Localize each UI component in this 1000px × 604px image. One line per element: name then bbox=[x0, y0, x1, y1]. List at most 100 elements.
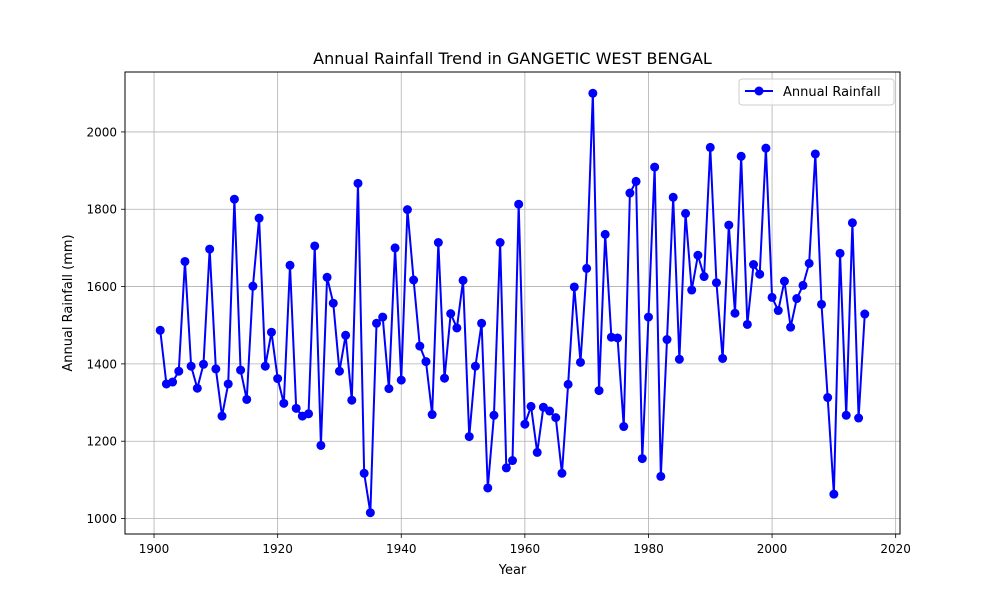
data-point bbox=[489, 410, 499, 420]
data-point bbox=[427, 410, 437, 420]
y-tick-label: 2000 bbox=[86, 125, 117, 139]
data-point bbox=[699, 272, 709, 282]
data-point bbox=[347, 395, 357, 405]
data-point bbox=[316, 440, 326, 450]
data-point bbox=[730, 308, 740, 318]
data-point bbox=[829, 489, 839, 499]
data-point bbox=[749, 260, 759, 270]
data-point bbox=[841, 410, 851, 420]
data-point bbox=[458, 275, 468, 285]
data-point bbox=[248, 281, 258, 291]
data-point bbox=[254, 213, 264, 223]
data-point bbox=[372, 318, 382, 328]
data-point bbox=[823, 393, 833, 403]
data-point bbox=[847, 218, 857, 228]
data-point bbox=[508, 456, 517, 466]
data-point bbox=[211, 364, 221, 374]
data-point bbox=[285, 260, 295, 270]
data-point bbox=[563, 379, 573, 389]
data-point bbox=[334, 366, 344, 376]
data-point bbox=[779, 276, 789, 286]
x-axis-label: Year bbox=[498, 563, 527, 578]
data-point bbox=[433, 238, 443, 247]
data-point bbox=[168, 377, 178, 387]
data-point bbox=[526, 401, 536, 411]
data-point bbox=[409, 275, 419, 285]
x-tick-label: 1960 bbox=[510, 542, 541, 556]
data-point bbox=[557, 468, 567, 478]
data-point bbox=[279, 398, 289, 408]
data-point bbox=[273, 374, 283, 384]
data-point bbox=[483, 483, 493, 493]
legend: Annual Rainfall bbox=[738, 78, 895, 106]
data-point bbox=[594, 386, 604, 396]
y-axis-label: Annual Rainfall (mm) bbox=[61, 234, 76, 371]
data-point bbox=[569, 282, 579, 292]
data-point bbox=[755, 269, 765, 279]
data-point bbox=[174, 366, 184, 376]
data-point bbox=[501, 463, 511, 473]
data-point bbox=[810, 149, 820, 159]
data-point bbox=[415, 341, 425, 351]
data-point bbox=[236, 365, 246, 375]
data-point bbox=[773, 306, 783, 316]
plot-frame bbox=[124, 71, 901, 535]
data-point bbox=[341, 330, 351, 340]
y-tick-label: 1400 bbox=[86, 357, 117, 371]
data-point bbox=[322, 272, 332, 282]
data-point bbox=[532, 447, 542, 457]
data-point bbox=[520, 419, 530, 429]
data-point bbox=[643, 312, 653, 322]
data-point bbox=[477, 318, 487, 328]
data-point bbox=[310, 241, 320, 251]
data-point bbox=[798, 280, 808, 290]
chart-title: Annual Rainfall Trend in GANGETIC WEST B… bbox=[313, 49, 712, 68]
data-point bbox=[365, 508, 375, 518]
data-point bbox=[470, 361, 480, 371]
legend-marker-swatch bbox=[754, 86, 764, 96]
x-tick-label: 2000 bbox=[757, 542, 788, 556]
data-point bbox=[186, 361, 196, 371]
data-point bbox=[711, 278, 721, 288]
data-point bbox=[637, 454, 647, 464]
x-tick-label: 1920 bbox=[262, 542, 293, 556]
data-point bbox=[650, 162, 660, 172]
data-point bbox=[860, 309, 870, 319]
data-point bbox=[742, 319, 752, 329]
data-point bbox=[551, 413, 561, 423]
data-point bbox=[625, 188, 635, 198]
data-point bbox=[761, 143, 771, 153]
data-point bbox=[545, 406, 555, 416]
data-point bbox=[619, 422, 629, 432]
data-point bbox=[396, 375, 406, 385]
x-axis-ticks: 1900 1920 1940 1960 1980 2000 2020 bbox=[139, 534, 911, 556]
x-tick-label: 2020 bbox=[880, 542, 911, 556]
data-point bbox=[390, 243, 400, 253]
data-point bbox=[242, 394, 252, 404]
data-point bbox=[304, 409, 314, 419]
data-point bbox=[514, 199, 524, 209]
series-layer bbox=[155, 88, 870, 518]
data-point bbox=[668, 192, 678, 202]
data-point bbox=[656, 471, 666, 481]
data-point bbox=[495, 238, 505, 247]
legend-box bbox=[738, 78, 895, 106]
y-axis-ticks: 1000 1200 1400 1600 1800 2000 bbox=[86, 125, 125, 526]
y-tick-label: 1600 bbox=[86, 280, 117, 294]
data-point bbox=[613, 333, 623, 343]
data-point bbox=[452, 323, 462, 333]
data-point bbox=[662, 335, 672, 345]
data-point bbox=[464, 432, 474, 442]
y-tick-label: 1800 bbox=[86, 203, 117, 217]
data-point bbox=[155, 325, 165, 335]
data-point bbox=[217, 411, 227, 421]
data-point bbox=[180, 256, 190, 266]
data-point bbox=[575, 357, 585, 367]
data-point bbox=[402, 205, 412, 215]
data-point bbox=[378, 312, 388, 322]
data-point bbox=[440, 373, 450, 383]
y-tick-label: 1000 bbox=[86, 512, 117, 526]
data-point bbox=[328, 298, 338, 308]
